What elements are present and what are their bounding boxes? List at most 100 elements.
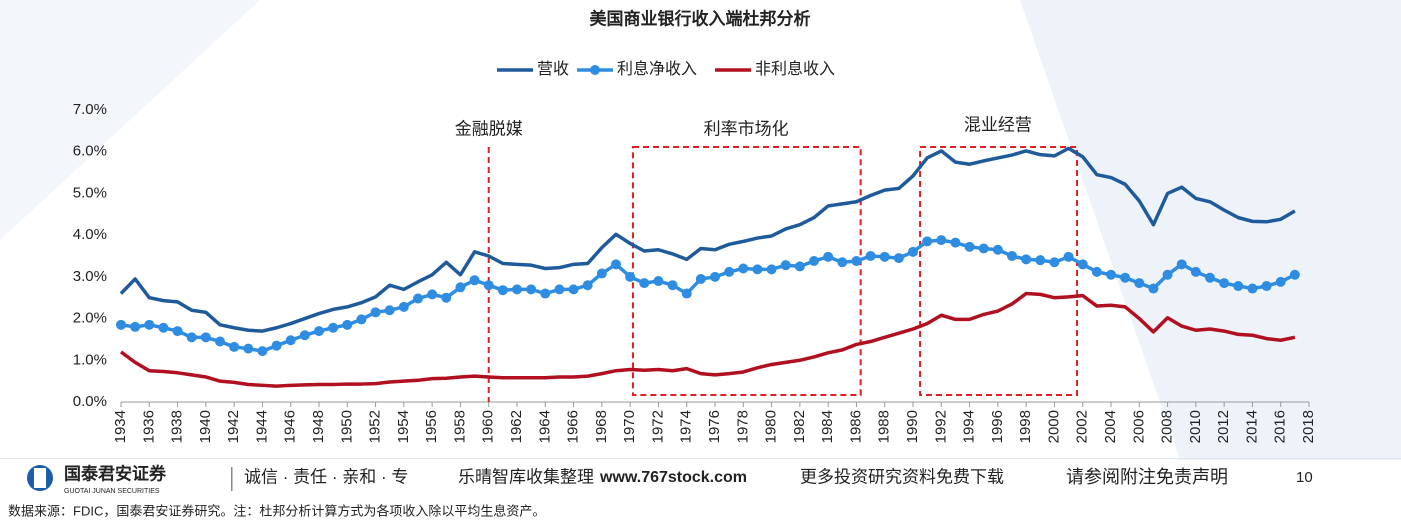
x-tick-label: 1946 [282,410,299,443]
series-marker [823,251,834,262]
x-tick-label: 1954 [395,410,412,443]
source-note: 数据来源：FDIC，国泰君安证券研究。注：杜邦分析计算方式为各项收入除以平均生息… [8,503,545,518]
series-marker [186,332,197,343]
series-marker [1247,283,1258,294]
y-tick-label: 0.0% [73,393,107,410]
series-marker [724,266,735,277]
series-marker [215,336,225,347]
series-marker [398,301,409,312]
series-marker [328,322,339,333]
watermark: 更多投资研究资料免费下载 [800,467,1004,486]
series-marker [710,271,720,282]
x-tick-label: 1978 [734,410,751,443]
series-marker [611,259,621,270]
x-tick-label: 1968 [593,410,610,443]
x-tick-label: 1970 [621,410,638,443]
series-marker [285,335,296,346]
series-marker [936,235,947,246]
x-tick-label: 2004 [1102,410,1119,443]
series-marker [469,275,480,286]
series-marker [200,332,211,343]
x-tick-label: 2008 [1159,410,1176,443]
x-tick-label: 1992 [932,410,949,443]
x-tick-label: 1948 [310,410,327,443]
series-marker [625,271,636,282]
x-tick-label: 1950 [338,410,355,443]
series-marker [1106,269,1116,280]
series-marker [865,251,876,261]
series-marker [370,307,381,318]
series-marker [1091,266,1102,277]
series-marker [893,253,904,264]
series-marker [809,256,819,267]
x-tick-label: 1988 [876,410,893,443]
series-marker [922,236,933,247]
x-tick-label: 1952 [367,410,384,443]
series-marker [554,284,565,295]
x-tick-label: 2012 [1215,410,1232,443]
series-marker [1289,269,1300,280]
x-tick-label: 1996 [989,410,1006,443]
series-marker [752,264,763,275]
series-marker [978,243,989,254]
series-marker [526,284,537,295]
series-marker [1021,254,1032,265]
x-tick-label: 1934 [112,410,129,443]
series-marker [299,330,310,341]
series-marker [172,326,183,337]
series-marker [582,280,593,291]
series-marker [483,280,494,291]
series-marker [271,340,282,351]
legend-marker [590,65,600,75]
series-marker [766,264,777,275]
series-marker [568,284,579,295]
series-marker [992,244,1003,255]
x-tick-label: 2014 [1243,410,1260,443]
series-marker [738,263,749,274]
x-tick-label: 1936 [140,410,157,443]
series-marker [130,321,141,332]
series-marker [158,322,169,333]
series-marker [314,326,324,337]
series-marker [229,341,240,352]
x-tick-label: 1944 [253,410,270,443]
x-tick-label: 2018 [1300,410,1317,443]
footer: 国泰君安证券 GUOTAI JUNAN SECURITIES 诚信 · 责任 ·… [0,458,1401,518]
x-tick-label: 1990 [904,410,921,443]
series-marker [1134,278,1145,289]
series-marker [1148,283,1159,294]
series-marker [116,319,126,330]
x-tick-label: 2006 [1130,410,1147,443]
x-tick-label: 1940 [197,410,214,443]
series-marker [1049,257,1060,268]
series-marker [653,276,664,287]
x-tick-label: 1980 [763,410,780,443]
logo-icon [34,468,46,488]
x-tick-label: 1994 [961,410,978,443]
footer-rule [0,458,1401,459]
series-marker [413,293,423,304]
x-tick-label: 1962 [508,410,525,443]
chart-title: 美国商业银行收入端杜邦分析 [590,8,811,28]
series-marker [964,241,975,252]
x-tick-label: 2000 [1045,410,1062,443]
series-line [119,291,1296,388]
x-tick-label: 1974 [678,410,695,443]
series-marker [1077,259,1088,270]
y-tick-label: 4.0% [73,226,107,243]
series-marker [1063,251,1074,262]
legend-label: 营收 [537,60,569,78]
page-number: 10 [1296,469,1313,486]
series-marker [1261,281,1272,292]
series-line [119,146,1296,333]
series-marker [243,343,254,354]
x-tick-label: 1982 [791,410,808,443]
x-tick-label: 1998 [1017,410,1034,443]
x-tick-label: 1986 [847,410,864,443]
motto: 诚信 · 责任 · 亲和 · 专 [244,467,408,486]
legend-label: 非利息收入 [755,60,835,78]
y-tick-label: 1.0% [73,351,107,368]
series-marker [950,237,961,248]
series-marker [1176,259,1187,270]
series-marker [384,305,395,316]
